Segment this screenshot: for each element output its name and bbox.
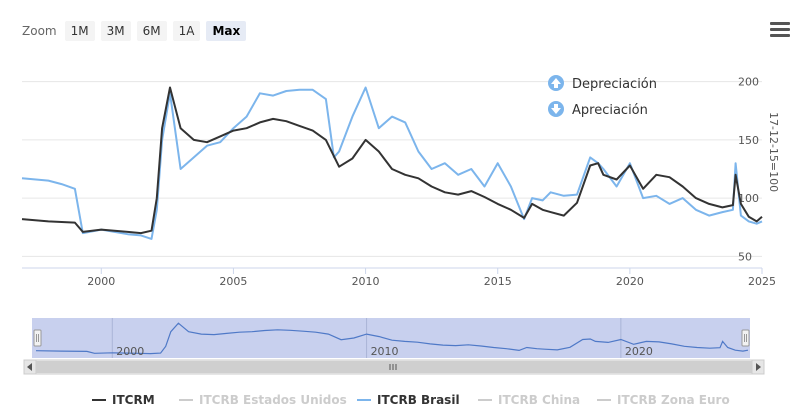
navigator-line bbox=[35, 322, 749, 355]
navigator-right-handle[interactable] bbox=[741, 329, 750, 347]
legend-label: ITCRB Estados Unidos bbox=[199, 393, 347, 407]
y-tick-label: 50 bbox=[738, 250, 752, 263]
x-tick-label: 2000 bbox=[87, 275, 115, 288]
annotation-apreciacion-label: Apreciación bbox=[572, 103, 648, 118]
x-tick-label: 2025 bbox=[748, 275, 776, 288]
chevron-right-icon bbox=[756, 363, 761, 371]
series-line-itcrm bbox=[21, 86, 763, 235]
arrow-up-glyph bbox=[551, 78, 561, 88]
legend-label: ITCRB Zona Euro bbox=[617, 393, 730, 407]
navigator-left-handle[interactable] bbox=[33, 329, 42, 347]
navigator-x-axis: 2000 2010 2020 bbox=[116, 345, 653, 358]
x-tick-label: 2010 bbox=[352, 275, 380, 288]
y-tick-label: 200 bbox=[738, 76, 759, 89]
navigator-x-tick-label: 2010 bbox=[371, 345, 399, 358]
zoom-bar: Zoom 1M 3M 6M 1A Max bbox=[22, 20, 252, 42]
series-line-itcrb-brasil bbox=[21, 86, 763, 240]
y-tick-label: 150 bbox=[738, 134, 759, 147]
scrollbar-thumb[interactable] bbox=[36, 361, 752, 373]
x-tick-label: 2015 bbox=[484, 275, 512, 288]
navigator-x-tick-label: 2020 bbox=[625, 345, 653, 358]
grid bbox=[22, 81, 762, 269]
annotation-apreciacion: Apreciación bbox=[548, 101, 648, 118]
legend-item[interactable]: ITCRB Zona Euro bbox=[597, 393, 730, 407]
menu-bar bbox=[770, 22, 790, 25]
x-axis: 2000 2005 2010 2015 2020 2025 bbox=[87, 268, 776, 288]
legend-item[interactable]: ITCRB Brasil bbox=[357, 393, 460, 407]
legend-label: ITCRB China bbox=[498, 393, 580, 407]
annotation-depreciacion: Depreciación bbox=[548, 75, 657, 92]
menu-bar bbox=[770, 34, 790, 37]
y-axis-note: 17-12-15=100 bbox=[767, 112, 780, 192]
x-tick-label: 2005 bbox=[219, 275, 247, 288]
zoom-label: Zoom bbox=[22, 24, 57, 38]
annotation-depreciacion-label: Depreciación bbox=[572, 77, 657, 92]
legend-label: ITCRB Brasil bbox=[377, 393, 460, 407]
navigator[interactable]: 2000 2010 2020 bbox=[32, 318, 750, 358]
zoom-6m-button[interactable]: 6M bbox=[136, 21, 167, 41]
navigator-grid bbox=[111, 318, 622, 358]
arrow-down-glyph bbox=[551, 104, 561, 114]
legend-item[interactable]: ITCRM bbox=[92, 393, 155, 407]
legend: ITCRM ITCRB Estados Unidos ITCRB Brasil ITC… bbox=[92, 393, 730, 407]
legend-item[interactable]: ITCRB China bbox=[478, 393, 580, 407]
zoom-max-button[interactable]: Max bbox=[206, 21, 247, 41]
series-lines bbox=[21, 86, 763, 240]
y-tick-label: 100 bbox=[738, 192, 759, 205]
zoom-3m-button[interactable]: 3M bbox=[100, 21, 131, 41]
scrollbar[interactable] bbox=[23, 359, 765, 375]
legend-label: ITCRM bbox=[112, 393, 155, 407]
zoom-1m-button[interactable]: 1M bbox=[64, 21, 95, 41]
navigator-x-tick-label: 2000 bbox=[116, 345, 144, 358]
zoom-1a-button[interactable]: 1A bbox=[172, 21, 201, 41]
menu-bar bbox=[770, 28, 790, 31]
chevron-left-icon bbox=[27, 363, 32, 371]
legend-item[interactable]: ITCRB Estados Unidos bbox=[179, 393, 347, 407]
navigator-mask bbox=[32, 318, 750, 358]
y-axis: 50 100 150 200 bbox=[738, 76, 759, 264]
hamburger-icon[interactable] bbox=[770, 22, 790, 40]
x-tick-label: 2020 bbox=[616, 275, 644, 288]
